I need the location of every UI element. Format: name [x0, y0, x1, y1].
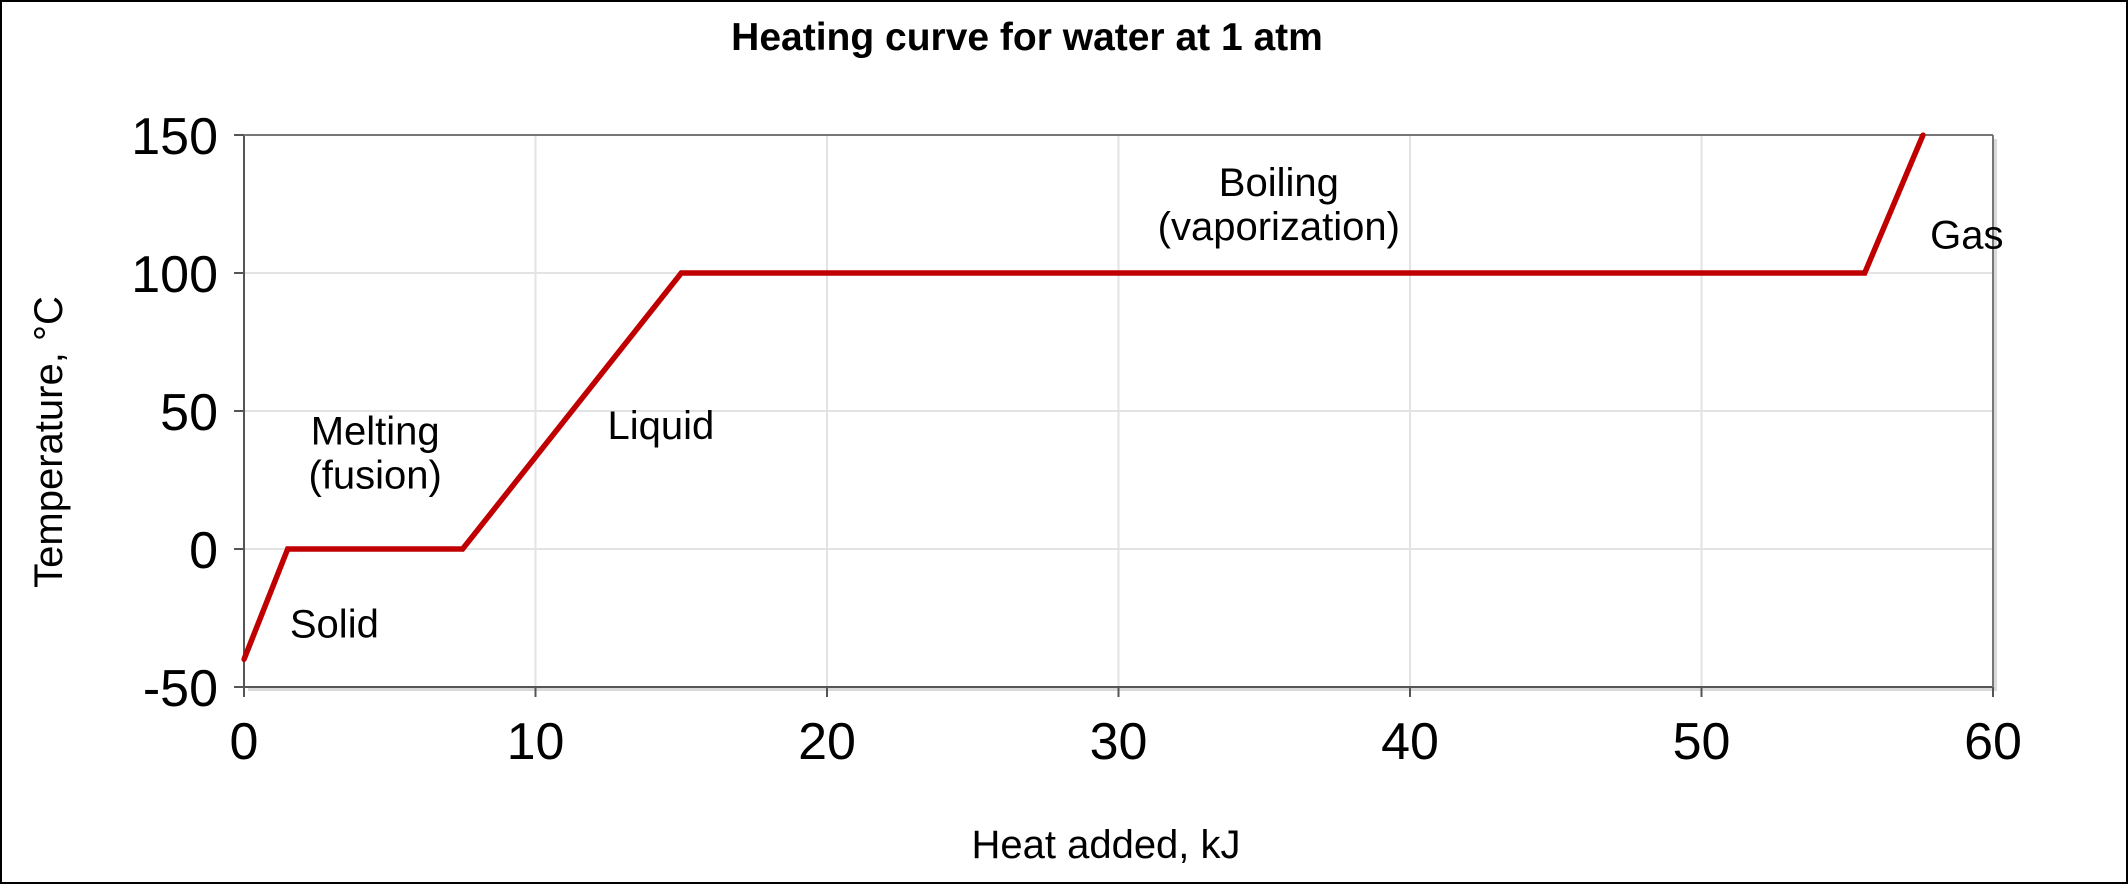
- x-tick-label: 50: [1673, 713, 1731, 771]
- axes: [234, 134, 1994, 697]
- series-point: [1920, 132, 1926, 138]
- y-tick-label: 50: [160, 384, 218, 442]
- annotation-label: Solid: [290, 603, 379, 647]
- annotation-label: Melting (fusion): [308, 409, 441, 497]
- y-tick-label: 0: [189, 522, 218, 580]
- y-tick-label: -50: [143, 660, 218, 718]
- x-tick-label: 0: [230, 713, 259, 771]
- x-tick-label: 30: [1090, 713, 1148, 771]
- annotation-label: Boiling (vaporization): [1158, 161, 1400, 249]
- plot-area: [244, 135, 1997, 691]
- annotation-line: Gas: [1930, 213, 2003, 257]
- annotation-line: Solid: [290, 603, 379, 647]
- y-tick-label: 100: [131, 246, 218, 304]
- x-tick-label: 60: [1964, 713, 2022, 771]
- series-point: [678, 270, 684, 276]
- annotation-line: Liquid: [607, 404, 714, 448]
- chart-title: Heating curve for water at 1 atm: [731, 16, 1323, 59]
- series-line: [241, 133, 1926, 661]
- annotations: Solid Melting (fusion) Liquid Boiling (vapori…: [290, 161, 2004, 647]
- series-layer: [241, 132, 1926, 663]
- series-point: [285, 546, 291, 552]
- annotation-line: (fusion): [308, 453, 441, 497]
- annotation-line: (vaporization): [1158, 205, 1400, 249]
- x-tick-label: 40: [1381, 713, 1439, 771]
- annotation-label: Gas: [1930, 213, 2003, 257]
- y-tick-label: 150: [131, 108, 218, 166]
- annotation-line: Melting: [311, 409, 440, 453]
- x-tick-label: 10: [507, 713, 565, 771]
- annotation-line: Boiling: [1219, 161, 1339, 205]
- annotation-label: Liquid: [607, 404, 714, 448]
- y-axis-title: Temperature, °C: [27, 296, 71, 588]
- x-tick-label: 20: [798, 713, 856, 771]
- series-point: [1862, 270, 1868, 276]
- x-axis-title: Heat added, kJ: [971, 823, 1240, 867]
- series-point: [460, 546, 466, 552]
- series-point: [241, 656, 247, 663]
